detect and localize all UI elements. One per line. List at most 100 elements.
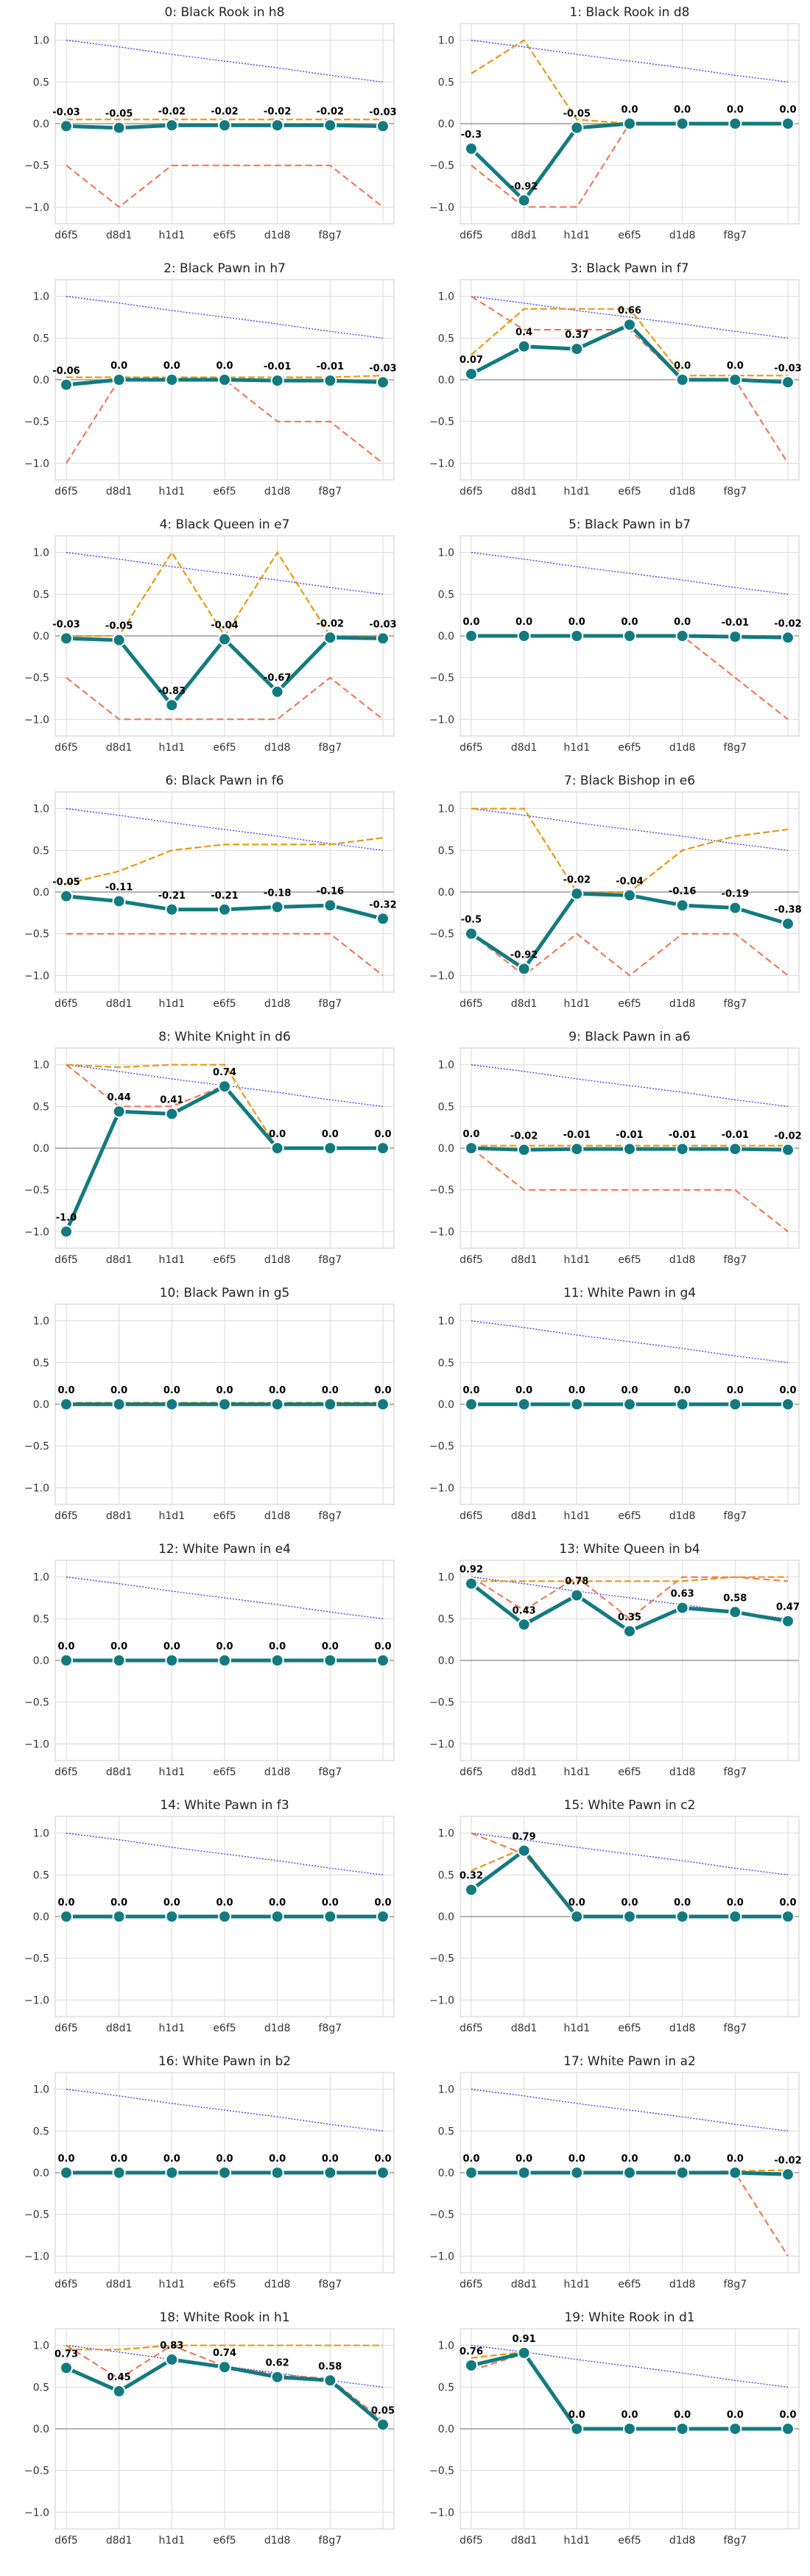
subplot-title: 9: Black Pawn in a6 bbox=[568, 1030, 690, 1044]
data-label: -0.02 bbox=[317, 106, 344, 117]
data-label: 0.58 bbox=[723, 1593, 747, 1604]
main-series-point bbox=[270, 118, 284, 132]
data-label: 0.78 bbox=[565, 1577, 588, 1588]
x-tick-label: e6f5 bbox=[213, 1254, 236, 1266]
data-label: -0.01 bbox=[563, 1130, 591, 1141]
main-series-point bbox=[781, 631, 795, 645]
main-series-point bbox=[60, 378, 73, 392]
y-tick-label: 0.0 bbox=[33, 118, 49, 130]
main-series-point bbox=[517, 629, 531, 643]
main-series-point bbox=[570, 1142, 584, 1156]
x-tick-label: d6f5 bbox=[54, 1254, 78, 1266]
main-series-point bbox=[218, 2166, 231, 2179]
data-label: 0.0 bbox=[216, 1897, 233, 1908]
x-tick-label: d1d8 bbox=[264, 998, 291, 1010]
y-tick-label: −1.0 bbox=[24, 2251, 49, 2262]
data-label: 0.73 bbox=[54, 2349, 78, 2360]
main-series-point bbox=[60, 1398, 73, 1411]
x-tick-label: d8d1 bbox=[511, 1766, 538, 1778]
main-series-point bbox=[781, 117, 795, 130]
subplot-title: 0: Black Rook in h8 bbox=[165, 5, 285, 20]
y-tick-label: −1.0 bbox=[24, 2507, 49, 2519]
y-tick-label: 1.0 bbox=[438, 548, 454, 559]
main-series-point bbox=[570, 887, 584, 901]
x-tick-label: d8d1 bbox=[511, 2279, 538, 2290]
data-label: 0.0 bbox=[57, 2154, 74, 2165]
x-tick-label: d1d8 bbox=[264, 742, 291, 754]
x-tick-label: f8g7 bbox=[319, 1766, 342, 1778]
data-label: 0.0 bbox=[568, 2410, 585, 2421]
data-label: -0.03 bbox=[52, 107, 80, 118]
data-label: 0.0 bbox=[216, 2154, 233, 2165]
main-series-point bbox=[728, 2166, 742, 2179]
subplot-title: 4: Black Queen in e7 bbox=[160, 517, 290, 532]
x-tick-label: d1d8 bbox=[264, 1766, 291, 1778]
data-label: 0.76 bbox=[459, 2346, 483, 2357]
main-series-point bbox=[675, 1142, 689, 1156]
y-tick-label: −1.0 bbox=[429, 202, 454, 213]
x-tick-label: d1d8 bbox=[264, 1254, 291, 1266]
lower-series-line bbox=[471, 1147, 789, 1233]
data-label: -0.83 bbox=[158, 686, 186, 697]
data-label: 0.0 bbox=[621, 617, 638, 628]
x-tick-label: f8g7 bbox=[724, 2023, 747, 2034]
data-label: 0.0 bbox=[163, 1385, 180, 1396]
x-tick-label: e6f5 bbox=[618, 2535, 641, 2547]
data-label: 0.05 bbox=[371, 2405, 395, 2416]
main-series-point bbox=[570, 1588, 584, 1602]
main-series-point bbox=[728, 1605, 742, 1619]
x-tick-label: e6f5 bbox=[213, 998, 236, 1010]
main-series-point bbox=[270, 1910, 284, 1923]
data-label: 0.0 bbox=[568, 617, 585, 628]
x-tick-label: d6f5 bbox=[54, 998, 78, 1010]
x-tick-label: d1d8 bbox=[669, 2023, 696, 2034]
y-tick-label: −0.5 bbox=[24, 1185, 49, 1197]
data-label: -0.02 bbox=[510, 1130, 538, 1142]
main-series-point bbox=[728, 373, 742, 386]
y-tick-label: −1.0 bbox=[429, 2251, 454, 2262]
lower-series-line bbox=[471, 933, 789, 977]
main-series-point bbox=[570, 342, 584, 356]
y-tick-label: 0.0 bbox=[33, 2168, 49, 2179]
y-tick-label: −0.5 bbox=[429, 1953, 454, 1965]
y-tick-label: 1.0 bbox=[33, 35, 49, 47]
y-tick-label: −1.0 bbox=[429, 714, 454, 726]
main-series-point bbox=[465, 927, 478, 941]
y-tick-label: 0.5 bbox=[33, 333, 49, 344]
data-label: 0.0 bbox=[57, 1641, 74, 1652]
data-label: 0.0 bbox=[110, 1641, 127, 1652]
x-tick-label: f8g7 bbox=[319, 2023, 342, 2034]
y-tick-label: 0.0 bbox=[438, 2168, 454, 2179]
data-label: 0.35 bbox=[618, 1612, 641, 1623]
y-tick-label: 0.5 bbox=[33, 1357, 49, 1369]
x-tick-label: d8d1 bbox=[106, 2023, 133, 2034]
main-series-point bbox=[60, 2166, 73, 2179]
reference-series-line bbox=[66, 296, 384, 339]
y-tick-label: −0.5 bbox=[429, 160, 454, 172]
x-tick-label: h1d1 bbox=[159, 1510, 186, 1522]
main-series-point bbox=[728, 1910, 742, 1923]
y-tick-label: 0.5 bbox=[438, 2382, 454, 2393]
y-tick-label: 0.0 bbox=[33, 2424, 49, 2435]
x-tick-label: h1d1 bbox=[564, 2535, 591, 2547]
x-tick-label: f8g7 bbox=[319, 486, 342, 498]
data-label: -0.01 bbox=[722, 618, 749, 629]
reference-series-line bbox=[471, 552, 789, 595]
main-series-point bbox=[323, 1910, 337, 1923]
upper-series-line bbox=[66, 837, 384, 885]
main-series-point bbox=[218, 373, 231, 386]
subplot-title: 18: White Rook in h1 bbox=[159, 2310, 289, 2325]
y-tick-label: 0.5 bbox=[438, 1101, 454, 1113]
data-label: 0.0 bbox=[462, 2154, 479, 2165]
data-label: 0.0 bbox=[216, 1641, 233, 1652]
x-tick-label: f8g7 bbox=[724, 230, 747, 241]
x-tick-label: h1d1 bbox=[564, 1254, 591, 1266]
y-tick-label: 1.0 bbox=[438, 1572, 454, 1584]
y-tick-label: −0.5 bbox=[24, 1953, 49, 1965]
main-series-point bbox=[323, 631, 337, 645]
y-tick-label: −1.0 bbox=[429, 458, 454, 470]
y-tick-label: 0.0 bbox=[438, 1655, 454, 1667]
y-tick-label: −1.0 bbox=[24, 970, 49, 982]
main-series-point bbox=[376, 631, 390, 645]
data-label: -0.03 bbox=[369, 107, 396, 118]
